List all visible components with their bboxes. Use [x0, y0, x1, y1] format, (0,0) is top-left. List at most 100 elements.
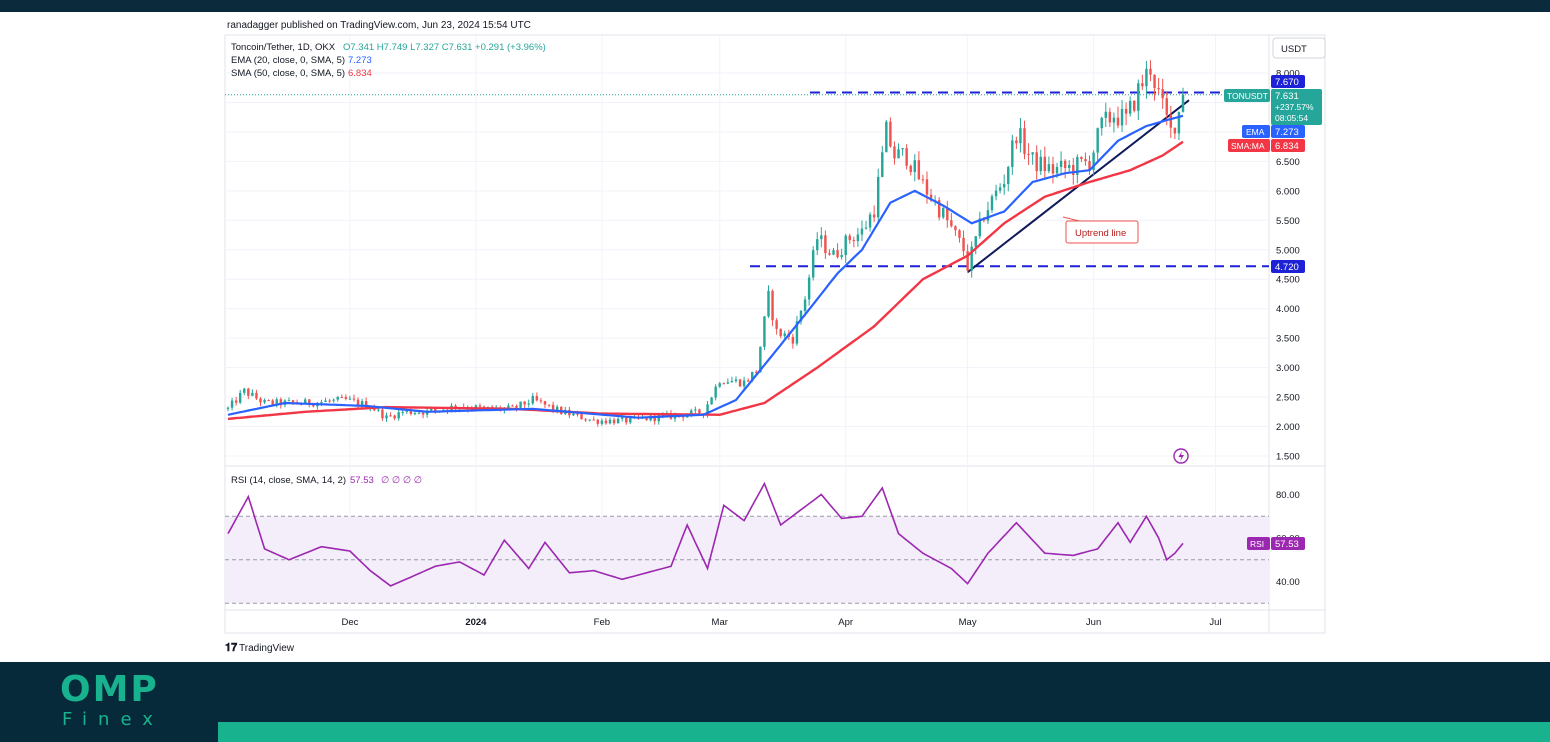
candle-body	[608, 419, 612, 424]
candle-body	[584, 419, 587, 421]
ticker-name-badge	[1224, 89, 1270, 102]
candle-body	[840, 255, 843, 258]
lightning-icon[interactable]	[1173, 448, 1189, 464]
ema20-line	[227, 114, 1184, 419]
legend-sma-value: 6.834	[348, 68, 372, 79]
candle-body	[287, 400, 291, 402]
candle-body	[1157, 88, 1160, 90]
candle-body	[795, 321, 799, 344]
candle-body	[413, 413, 417, 415]
candle-body	[1116, 117, 1120, 126]
time-tick-label: Jul	[1209, 617, 1221, 628]
price-tick-label: 3.500	[1276, 334, 1300, 345]
candle-body	[515, 405, 518, 408]
candle-body	[832, 250, 835, 255]
candle-body	[377, 409, 380, 411]
candle-body	[803, 299, 807, 311]
candle-body	[592, 419, 595, 421]
candle-body	[519, 401, 522, 408]
candle-body	[1112, 117, 1116, 123]
candle-body	[1051, 164, 1055, 174]
candle-body	[352, 398, 356, 400]
candle-body	[1149, 68, 1152, 75]
rsi-band-area	[225, 515, 1269, 604]
candle-body	[373, 407, 376, 411]
candle-body	[429, 408, 433, 411]
candle-body	[527, 403, 530, 405]
candle-body	[848, 235, 851, 241]
ticker-price: 7.631	[1275, 91, 1299, 102]
candle-body	[507, 405, 510, 409]
candle-body	[308, 399, 311, 405]
rsi-series	[227, 481, 1184, 587]
rsi-badge-value: 57.53	[1275, 539, 1299, 550]
candle-body	[344, 397, 348, 399]
candle-body	[1063, 160, 1067, 169]
candle-body	[998, 187, 1002, 191]
candle-body	[332, 399, 335, 401]
support-badge	[1271, 260, 1305, 273]
candle-body	[442, 409, 445, 411]
legend-symbol: Toncoin/Tether, 1D, OKX	[231, 42, 336, 53]
candle-body	[291, 400, 295, 403]
candle-body	[1173, 127, 1177, 134]
support-badge-value: 4.720	[1275, 262, 1299, 273]
candle-body	[950, 220, 953, 227]
candle-body	[698, 409, 701, 414]
candle-body	[868, 214, 872, 228]
candle-body	[807, 277, 811, 300]
candle-body	[1027, 153, 1030, 155]
top-banner-bar	[0, 0, 1550, 12]
candle-body	[929, 194, 933, 201]
time-tick-label: Feb	[594, 617, 610, 628]
candle-body	[336, 396, 339, 400]
candle-body	[255, 392, 258, 399]
candle-body	[942, 208, 945, 218]
candle-body	[1002, 184, 1006, 188]
candle-body	[421, 412, 425, 415]
resistance-badge-value: 7.670	[1275, 77, 1299, 88]
ema-badge	[1271, 125, 1305, 138]
candle-body	[1177, 112, 1181, 134]
candle-body	[1015, 140, 1018, 144]
candle-body	[356, 399, 360, 406]
candle-body	[267, 400, 270, 402]
candle-body	[259, 398, 262, 403]
candle-body	[881, 152, 884, 177]
ema-badge-label-bg	[1242, 125, 1270, 138]
candle-body	[1181, 94, 1185, 112]
candle-body	[771, 290, 774, 321]
tradingview-chart[interactable]: 8.0007.5007.0006.5006.0005.5005.0004.500…	[0, 0, 1550, 662]
price-tick-label: 6.000	[1276, 186, 1300, 197]
candle-body	[555, 406, 559, 411]
candle-body	[954, 226, 957, 231]
candle-body	[872, 214, 876, 218]
candle-body	[1039, 156, 1042, 172]
candle-body	[572, 413, 575, 416]
price-tick-label: 4.000	[1276, 304, 1300, 315]
candle-body	[1007, 166, 1010, 185]
tradingview-watermark: TradingView	[239, 643, 295, 654]
legend-rsi-extra: ∅ ∅ ∅ ∅	[381, 475, 422, 486]
candle-body	[360, 401, 364, 406]
candle-body	[409, 410, 413, 414]
candle-body	[531, 396, 535, 404]
candle-body	[588, 419, 591, 421]
candle-body	[271, 400, 274, 405]
currency-button-frame[interactable]	[1272, 37, 1326, 59]
candle-body	[1145, 68, 1148, 87]
candle-body	[1084, 159, 1087, 162]
annotation-box[interactable]	[1065, 220, 1139, 244]
candle-body	[917, 160, 921, 180]
annotation-uptrend-line: Uptrend line	[1075, 228, 1126, 239]
candle-body	[791, 336, 795, 344]
currency-button[interactable]: USDT	[1281, 44, 1307, 55]
candle-body	[625, 417, 628, 423]
rsi-badge	[1271, 537, 1305, 550]
candle-body	[576, 413, 579, 415]
candle-body	[1128, 100, 1132, 114]
candle-body	[901, 148, 904, 150]
candle-body	[389, 415, 392, 417]
sma-badge-value: 6.834	[1275, 141, 1299, 152]
price-tick-label: 6.500	[1276, 157, 1300, 168]
